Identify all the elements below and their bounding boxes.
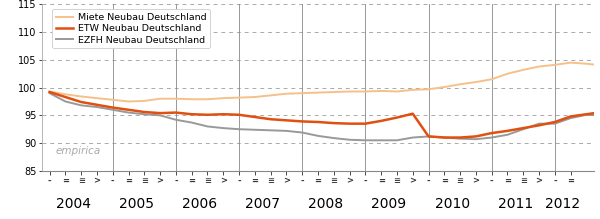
Legend: Miete Neubau Deutschland, ETW Neubau Deutschland, EZFH Neubau Deutschland: Miete Neubau Deutschland, ETW Neubau Deu… xyxy=(52,9,210,48)
Text: empirica: empirica xyxy=(56,146,101,156)
